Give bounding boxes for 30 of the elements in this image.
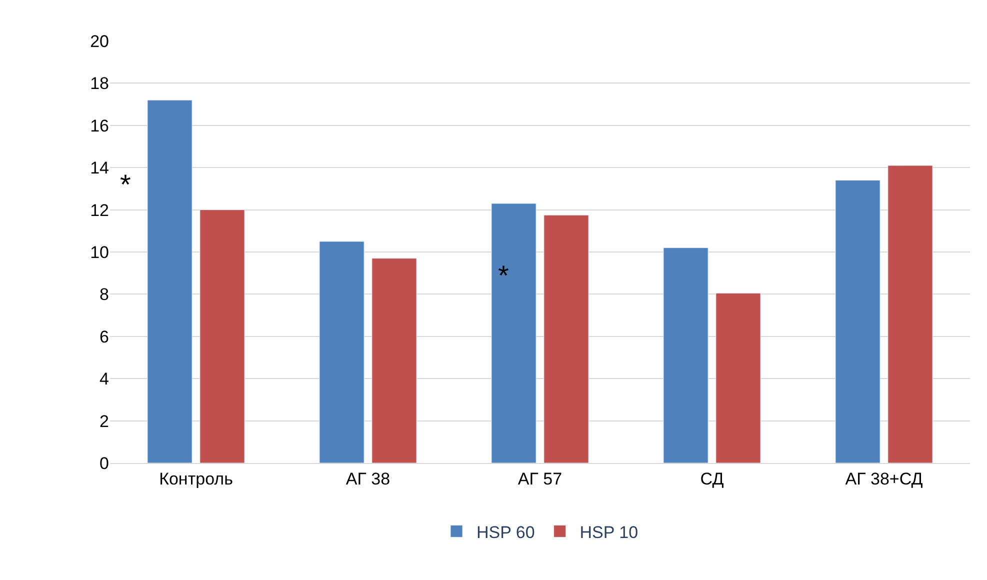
y-tick-label: 16 — [90, 116, 109, 136]
legend-label: HSP 10 — [580, 522, 638, 542]
bar — [147, 100, 192, 463]
y-tick-label: 8 — [100, 285, 109, 304]
bar — [544, 214, 589, 463]
x-tick-label: Контроль — [159, 469, 234, 488]
y-tick-label: 18 — [90, 74, 109, 94]
x-tick-label: АГ 38 — [346, 469, 390, 488]
bar — [835, 180, 880, 463]
x-tick-label: СД — [700, 469, 724, 488]
bar — [319, 241, 364, 463]
bar — [716, 292, 761, 463]
x-tick-label: АГ 38+СД — [845, 469, 924, 488]
bar — [200, 210, 245, 463]
y-tick-label: 0 — [100, 454, 109, 473]
y-tick-label: 4 — [100, 370, 109, 389]
y-tick-label: 20 — [90, 32, 109, 51]
y-tick-label: 6 — [100, 327, 109, 346]
annotation: * — [120, 169, 131, 200]
bar — [888, 165, 933, 463]
y-tick-label: 10 — [90, 242, 109, 262]
bar — [491, 203, 536, 463]
annotation: * — [498, 260, 509, 291]
bar — [663, 248, 708, 463]
x-tick-label: АГ 57 — [518, 469, 562, 488]
y-tick-label: 2 — [100, 412, 109, 431]
y-tick-label: 12 — [90, 200, 109, 220]
legend-label: HSP 60 — [476, 522, 535, 542]
y-tick-label: 14 — [90, 158, 109, 178]
bar — [372, 258, 417, 463]
